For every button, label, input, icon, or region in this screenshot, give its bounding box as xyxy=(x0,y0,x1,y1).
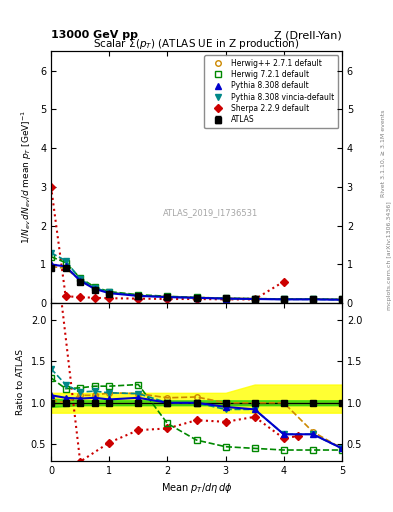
Herwig++ 2.7.1 default xyxy=(252,295,257,302)
Line: Sherpa 2.2.9 default: Sherpa 2.2.9 default xyxy=(48,184,286,302)
Pythia 8.308 vincia-default xyxy=(136,292,141,298)
Herwig 7.2.1 default xyxy=(194,294,199,301)
Herwig 7.2.1 default xyxy=(340,296,344,303)
Herwig++ 2.7.1 default xyxy=(165,293,170,300)
Herwig 7.2.1 default xyxy=(223,295,228,301)
Y-axis label: $1/N_{ev}\,dN_{ev}/d$ mean $p_T$ [GeV]$^{-1}$: $1/N_{ev}\,dN_{ev}/d$ mean $p_T$ [GeV]$^… xyxy=(20,110,35,244)
Pythia 8.308 default xyxy=(136,293,141,299)
Text: ATLAS_2019_I1736531: ATLAS_2019_I1736531 xyxy=(163,208,259,217)
Pythia 8.308 vincia-default xyxy=(78,276,83,282)
Herwig++ 2.7.1 default xyxy=(310,296,315,302)
Herwig 7.2.1 default xyxy=(165,293,170,300)
Herwig 7.2.1 default xyxy=(92,284,97,290)
X-axis label: Mean $p_T/d\eta\,d\phi$: Mean $p_T/d\eta\,d\phi$ xyxy=(161,481,232,495)
Herwig 7.2.1 default xyxy=(252,295,257,302)
Herwig++ 2.7.1 default xyxy=(92,286,97,292)
Herwig++ 2.7.1 default xyxy=(340,296,344,303)
Pythia 8.308 vincia-default xyxy=(92,285,97,291)
Pythia 8.308 default xyxy=(92,286,97,292)
Pythia 8.308 vincia-default xyxy=(252,296,257,302)
Sherpa 2.2.9 default xyxy=(252,296,257,303)
Herwig 7.2.1 default xyxy=(136,292,141,298)
Herwig++ 2.7.1 default xyxy=(194,294,199,301)
Herwig 7.2.1 default xyxy=(310,296,315,302)
Herwig++ 2.7.1 default xyxy=(107,289,112,295)
Sherpa 2.2.9 default xyxy=(107,295,112,301)
Text: mcplots.cern.ch [arXiv:1306.3436]: mcplots.cern.ch [arXiv:1306.3436] xyxy=(387,202,391,310)
Legend: Herwig++ 2.7.1 default, Herwig 7.2.1 default, Pythia 8.308 default, Pythia 8.308: Herwig++ 2.7.1 default, Herwig 7.2.1 def… xyxy=(204,55,338,128)
Pythia 8.308 vincia-default xyxy=(310,296,315,303)
Pythia 8.308 default xyxy=(165,294,170,300)
Pythia 8.308 default xyxy=(281,296,286,303)
Line: Pythia 8.308 default: Pythia 8.308 default xyxy=(48,262,345,303)
Sherpa 2.2.9 default xyxy=(223,296,228,303)
Herwig 7.2.1 default xyxy=(281,296,286,302)
Pythia 8.308 vincia-default xyxy=(340,296,344,303)
Pythia 8.308 vincia-default xyxy=(223,295,228,302)
Herwig++ 2.7.1 default xyxy=(63,265,68,271)
Pythia 8.308 vincia-default xyxy=(281,296,286,303)
Text: 13000 GeV pp: 13000 GeV pp xyxy=(51,30,138,40)
Pythia 8.308 default xyxy=(194,295,199,301)
Y-axis label: Ratio to ATLAS: Ratio to ATLAS xyxy=(16,349,25,415)
Pythia 8.308 default xyxy=(223,295,228,302)
Herwig 7.2.1 default xyxy=(78,275,83,281)
Herwig++ 2.7.1 default xyxy=(78,277,83,283)
Herwig++ 2.7.1 default xyxy=(223,295,228,301)
Pythia 8.308 vincia-default xyxy=(107,289,112,295)
Pythia 8.308 vincia-default xyxy=(165,294,170,300)
Pythia 8.308 default xyxy=(63,263,68,269)
Pythia 8.308 default xyxy=(107,290,112,296)
Herwig++ 2.7.1 default xyxy=(281,296,286,302)
Text: Z (Drell-Yan): Z (Drell-Yan) xyxy=(274,30,342,40)
Sherpa 2.2.9 default xyxy=(165,296,170,302)
Herwig++ 2.7.1 default xyxy=(49,263,53,269)
Sherpa 2.2.9 default xyxy=(49,184,53,190)
Pythia 8.308 default xyxy=(310,296,315,303)
Line: Herwig++ 2.7.1 default: Herwig++ 2.7.1 default xyxy=(48,264,345,302)
Pythia 8.308 default xyxy=(49,262,53,268)
Text: Rivet 3.1.10, ≥ 3.1M events: Rivet 3.1.10, ≥ 3.1M events xyxy=(381,110,386,197)
Herwig 7.2.1 default xyxy=(63,260,68,266)
Sherpa 2.2.9 default xyxy=(194,296,199,302)
Sherpa 2.2.9 default xyxy=(78,294,83,300)
Title: Scalar $\Sigma(p_T)$ (ATLAS UE in Z production): Scalar $\Sigma(p_T)$ (ATLAS UE in Z prod… xyxy=(93,37,300,51)
Pythia 8.308 default xyxy=(78,278,83,284)
Sherpa 2.2.9 default xyxy=(281,279,286,285)
Sherpa 2.2.9 default xyxy=(136,295,141,302)
Herwig++ 2.7.1 default xyxy=(136,292,141,298)
Pythia 8.308 default xyxy=(340,296,344,303)
Sherpa 2.2.9 default xyxy=(92,295,97,301)
Herwig 7.2.1 default xyxy=(107,289,112,295)
Line: Herwig 7.2.1 default: Herwig 7.2.1 default xyxy=(48,254,345,302)
Pythia 8.308 vincia-default xyxy=(49,250,53,256)
Pythia 8.308 default xyxy=(252,296,257,302)
Sherpa 2.2.9 default xyxy=(63,293,68,300)
Pythia 8.308 vincia-default xyxy=(194,295,199,301)
Herwig 7.2.1 default xyxy=(49,253,53,260)
Pythia 8.308 vincia-default xyxy=(63,258,68,264)
Line: Pythia 8.308 vincia-default: Pythia 8.308 vincia-default xyxy=(48,250,345,303)
